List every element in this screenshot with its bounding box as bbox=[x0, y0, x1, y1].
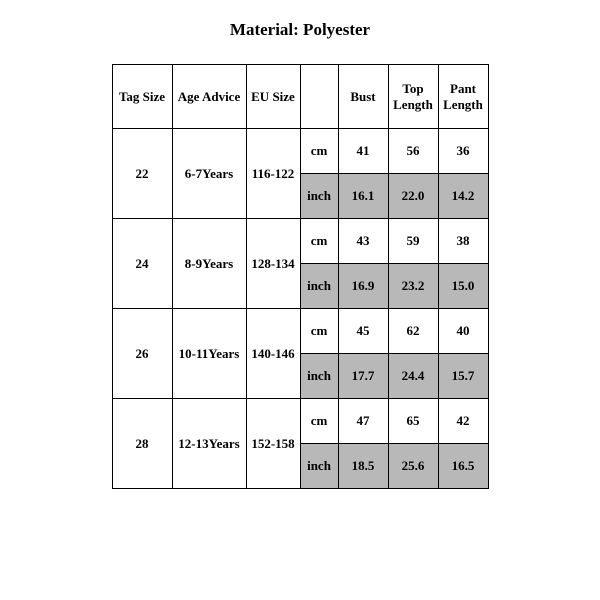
cell-bust-inch: 18.5 bbox=[338, 444, 388, 489]
col-tag-size: Tag Size bbox=[112, 65, 172, 129]
table-row: 24 8-9Years 128-134 cm 43 59 38 bbox=[112, 219, 488, 264]
col-age-advice: Age Advice bbox=[172, 65, 246, 129]
cell-pant-cm: 36 bbox=[438, 129, 488, 174]
col-eu-size: EU Size bbox=[246, 65, 300, 129]
cell-eu: 116-122 bbox=[246, 129, 300, 219]
cell-unit-cm: cm bbox=[300, 309, 338, 354]
col-unit bbox=[300, 65, 338, 129]
cell-top-inch: 24.4 bbox=[388, 354, 438, 399]
cell-top-inch: 23.2 bbox=[388, 264, 438, 309]
cell-tag: 26 bbox=[112, 309, 172, 399]
cell-unit-cm: cm bbox=[300, 399, 338, 444]
cell-eu: 152-158 bbox=[246, 399, 300, 489]
cell-top-cm: 59 bbox=[388, 219, 438, 264]
cell-pant-inch: 14.2 bbox=[438, 174, 488, 219]
cell-pant-cm: 38 bbox=[438, 219, 488, 264]
cell-bust-inch: 16.9 bbox=[338, 264, 388, 309]
cell-eu: 128-134 bbox=[246, 219, 300, 309]
cell-tag: 28 bbox=[112, 399, 172, 489]
size-chart-table: Tag Size Age Advice EU Size Bust Top Len… bbox=[112, 64, 489, 489]
cell-tag: 22 bbox=[112, 129, 172, 219]
cell-age: 12-13Years bbox=[172, 399, 246, 489]
cell-pant-inch: 15.7 bbox=[438, 354, 488, 399]
cell-age: 6-7Years bbox=[172, 129, 246, 219]
cell-unit-inch: inch bbox=[300, 174, 338, 219]
cell-top-cm: 62 bbox=[388, 309, 438, 354]
col-top-length: Top Length bbox=[388, 65, 438, 129]
cell-top-inch: 22.0 bbox=[388, 174, 438, 219]
cell-age: 8-9Years bbox=[172, 219, 246, 309]
table-body: 22 6-7Years 116-122 cm 41 56 36 inch 16.… bbox=[112, 129, 488, 489]
cell-bust-cm: 47 bbox=[338, 399, 388, 444]
table-row: 28 12-13Years 152-158 cm 47 65 42 bbox=[112, 399, 488, 444]
table-row: 26 10-11Years 140-146 cm 45 62 40 bbox=[112, 309, 488, 354]
cell-pant-inch: 15.0 bbox=[438, 264, 488, 309]
cell-unit-cm: cm bbox=[300, 129, 338, 174]
cell-pant-cm: 42 bbox=[438, 399, 488, 444]
cell-top-inch: 25.6 bbox=[388, 444, 438, 489]
table-row: 22 6-7Years 116-122 cm 41 56 36 bbox=[112, 129, 488, 174]
col-bust: Bust bbox=[338, 65, 388, 129]
cell-bust-cm: 41 bbox=[338, 129, 388, 174]
cell-bust-cm: 43 bbox=[338, 219, 388, 264]
cell-pant-inch: 16.5 bbox=[438, 444, 488, 489]
cell-age: 10-11Years bbox=[172, 309, 246, 399]
cell-unit-inch: inch bbox=[300, 354, 338, 399]
page-title: Material: Polyester bbox=[0, 0, 600, 64]
cell-pant-cm: 40 bbox=[438, 309, 488, 354]
cell-bust-inch: 17.7 bbox=[338, 354, 388, 399]
cell-bust-cm: 45 bbox=[338, 309, 388, 354]
cell-eu: 140-146 bbox=[246, 309, 300, 399]
cell-top-cm: 65 bbox=[388, 399, 438, 444]
col-pant-length: Pant Length bbox=[438, 65, 488, 129]
cell-unit-cm: cm bbox=[300, 219, 338, 264]
cell-unit-inch: inch bbox=[300, 264, 338, 309]
cell-tag: 24 bbox=[112, 219, 172, 309]
header-row: Tag Size Age Advice EU Size Bust Top Len… bbox=[112, 65, 488, 129]
cell-bust-inch: 16.1 bbox=[338, 174, 388, 219]
cell-top-cm: 56 bbox=[388, 129, 438, 174]
cell-unit-inch: inch bbox=[300, 444, 338, 489]
